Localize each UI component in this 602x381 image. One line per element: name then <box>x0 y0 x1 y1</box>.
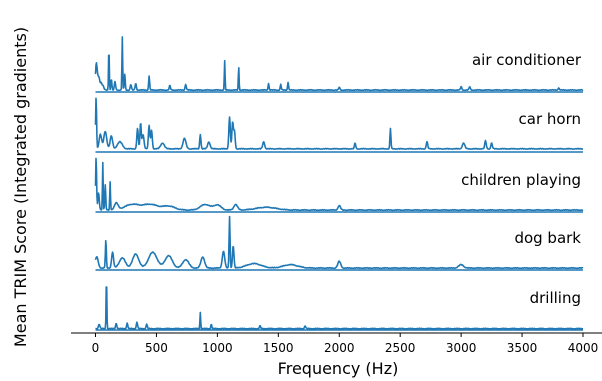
series-label: air conditioner <box>472 51 582 69</box>
series-label: car horn <box>519 110 581 128</box>
series-label: drilling <box>530 289 581 307</box>
series-label: dog bark <box>514 229 581 247</box>
series-drilling: drilling <box>95 286 584 331</box>
series-air-conditioner: air conditioner <box>94 36 584 93</box>
series-line <box>94 215 584 270</box>
series-line <box>94 36 584 92</box>
x-tick-label: 1500 <box>263 341 294 355</box>
series-group: air conditioner car horn children playing d… <box>94 36 584 331</box>
y-axis-label: Mean TRIM Score (Integrated gradients) <box>11 27 30 347</box>
series-children-playing: children playing <box>94 157 584 213</box>
x-tick-label: 4000 <box>568 341 599 355</box>
x-tick-label: 2500 <box>385 341 416 355</box>
x-tick-label: 500 <box>145 341 168 355</box>
series-line <box>94 97 584 150</box>
x-tick-label: 3000 <box>446 341 477 355</box>
series-line <box>95 286 584 330</box>
x-tick-label: 2000 <box>324 341 355 355</box>
series-car-horn: car horn <box>94 97 584 153</box>
series-line <box>94 157 584 212</box>
x-ticks: 0 500 1000 1500 2000 2500 3000 3500 4000 <box>92 333 599 355</box>
x-tick-label: 1000 <box>202 341 233 355</box>
x-tick-label: 3500 <box>507 341 538 355</box>
x-axis-label: Frequency (Hz) <box>278 359 399 378</box>
x-tick-label: 0 <box>92 341 100 355</box>
series-label: children playing <box>461 171 581 189</box>
series-dog-bark: dog bark <box>94 215 584 271</box>
